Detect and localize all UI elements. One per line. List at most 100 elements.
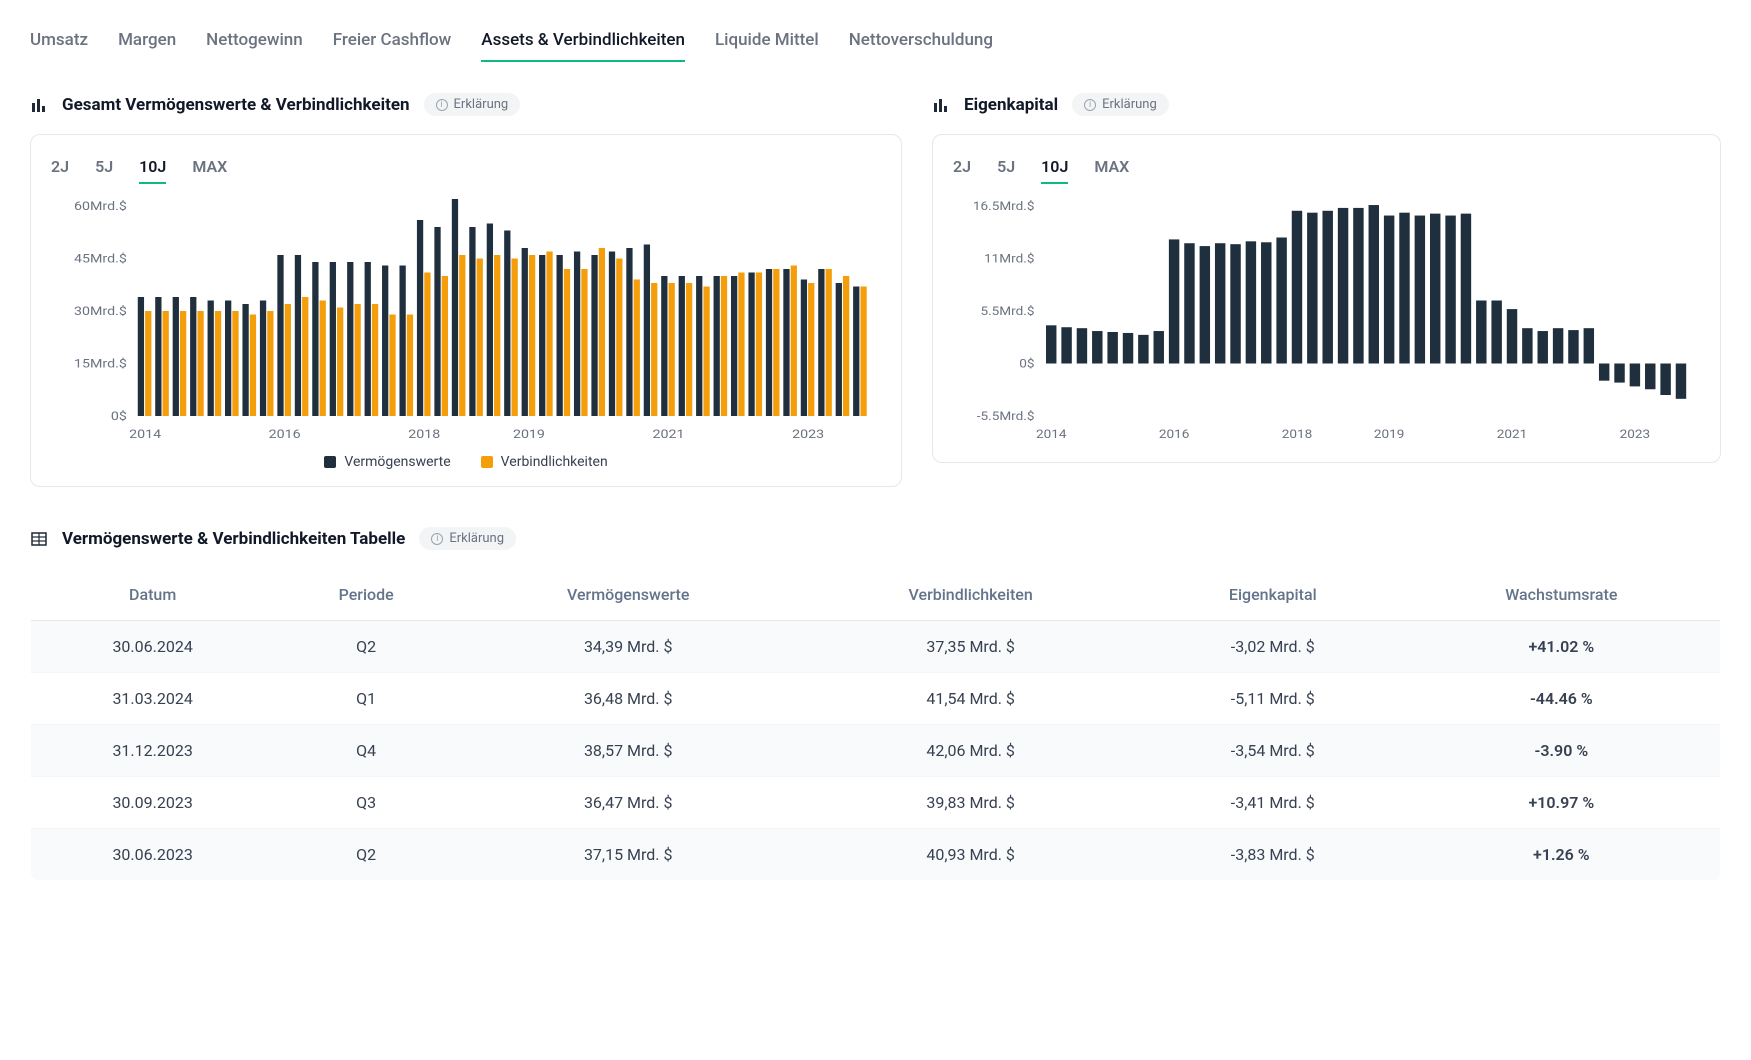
tab-0[interactable]: Umsatz [30,20,88,62]
range-tab-2J[interactable]: 2J [953,157,971,184]
svg-text:15Mrd.$: 15Mrd.$ [74,357,127,371]
range-tabs-1: 2J 5J 10J MAX [51,157,881,184]
table-cell: 30.06.2023 [31,829,275,881]
chart2-title: Eigenkapital [964,95,1058,115]
tab-1[interactable]: Margen [118,20,176,62]
table-header-cell: Vermögenswerte [458,569,798,621]
range-tab-10J[interactable]: 10J [1041,157,1068,184]
chart1-legend: Vermögenswerte Verbindlichkeiten [51,454,881,470]
explain-label: Erklärung [449,531,504,546]
range-tab-2J[interactable]: 2J [51,157,69,184]
table-row: 30.06.2023Q237,15 Mrd. $40,93 Mrd. $-3,8… [31,829,1721,881]
explain-button[interactable]: i Erklärung [424,93,521,116]
table-cell-growth: +41.02 % [1403,621,1721,673]
table-row: 30.09.2023Q336,47 Mrd. $39,83 Mrd. $-3,4… [31,777,1721,829]
table-cell: 39,83 Mrd. $ [798,777,1143,829]
tab-6[interactable]: Nettoverschuldung [849,20,993,62]
table-cell: 37,35 Mrd. $ [798,621,1143,673]
svg-text:2018: 2018 [408,428,440,442]
table-row: 31.12.2023Q438,57 Mrd. $42,06 Mrd. $-3,5… [31,725,1721,777]
svg-text:16.5Mrd.$: 16.5Mrd.$ [973,200,1035,214]
svg-text:2014: 2014 [1036,428,1067,442]
explain-label: Erklärung [1102,97,1157,112]
chart2-canvas: -5.5Mrd.$ 0$ 5.5Mrd.$ 11Mrd.$ 16.5Mrd.$ 2014 2… [953,196,1700,446]
table-header-cell: Wachstumsrate [1403,569,1721,621]
svg-text:2021: 2021 [653,428,685,442]
chart1-canvas: 0$15Mrd.$30Mrd.$45Mrd.$60Mrd.$2014201620… [51,196,881,446]
table-cell: Q2 [274,829,458,881]
chart1-title: Gesamt Vermögenswerte & Verbindlichkeite… [62,95,410,115]
range-tab-MAX[interactable]: MAX [1094,157,1129,184]
table-row: 31.03.2024Q136,48 Mrd. $41,54 Mrd. $-5,1… [31,673,1721,725]
explain-button[interactable]: i Erklärung [419,527,516,550]
table-cell: -3,41 Mrd. $ [1143,777,1403,829]
range-tab-5J[interactable]: 5J [997,157,1015,184]
table-cell: 38,57 Mrd. $ [458,725,798,777]
svg-text:2023: 2023 [1620,428,1651,442]
table-cell: 30.06.2024 [31,621,275,673]
explain-label: Erklärung [454,97,509,112]
info-icon: i [1084,99,1096,111]
table-title: Vermögenswerte & Verbindlichkeiten Tabel… [62,529,405,549]
svg-text:2014: 2014 [129,428,162,442]
legend-item: Verbindlichkeiten [481,454,608,470]
table-icon [30,530,48,548]
tab-4[interactable]: Assets & Verbindlichkeiten [481,20,685,62]
table-cell: 34,39 Mrd. $ [458,621,798,673]
legend-item: Vermögenswerte [324,454,450,470]
table-cell: Q2 [274,621,458,673]
tab-2[interactable]: Nettogewinn [206,20,303,62]
tab-5[interactable]: Liquide Mittel [715,20,819,62]
tab-3[interactable]: Freier Cashflow [333,20,452,62]
table-cell: 30.09.2023 [31,777,275,829]
info-icon: i [436,99,448,111]
svg-text:0$: 0$ [111,410,127,424]
table-cell: -5,11 Mrd. $ [1143,673,1403,725]
table-cell: -3,83 Mrd. $ [1143,829,1403,881]
table-header-cell: Verbindlichkeiten [798,569,1143,621]
data-table: DatumPeriodeVermögenswerteVerbindlichkei… [30,568,1721,881]
table-cell: 37,15 Mrd. $ [458,829,798,881]
svg-text:45Mrd.$: 45Mrd.$ [74,252,127,266]
table-cell: Q3 [274,777,458,829]
svg-text:30Mrd.$: 30Mrd.$ [74,305,127,319]
main-tabs: Umsatz Margen Nettogewinn Freier Cashflow As… [30,20,1721,63]
svg-text:2016: 2016 [269,428,301,442]
chart-equity: Eigenkapital i Erklärung 2J 5J 10J MAX -5.5… [932,93,1721,487]
svg-text:2016: 2016 [1159,428,1190,442]
table-cell: 31.03.2024 [31,673,275,725]
info-icon: i [431,533,443,545]
range-tab-10J[interactable]: 10J [139,157,166,184]
legend-swatch [481,456,493,468]
bar-chart-icon [30,96,48,114]
table-header-cell: Datum [31,569,275,621]
table-section: Vermögenswerte & Verbindlichkeiten Tabel… [30,527,1721,881]
svg-text:2018: 2018 [1282,428,1313,442]
table-cell-growth: +1.26 % [1403,829,1721,881]
table-cell: Q4 [274,725,458,777]
range-tabs-2: 2J 5J 10J MAX [953,157,1700,184]
svg-text:2019: 2019 [513,428,545,442]
table-cell: Q1 [274,673,458,725]
table-cell-growth: +10.97 % [1403,777,1721,829]
legend-label: Vermögenswerte [344,454,450,470]
svg-text:2019: 2019 [1374,428,1405,442]
legend-label: Verbindlichkeiten [501,454,608,470]
range-tab-5J[interactable]: 5J [95,157,113,184]
table-cell: 36,47 Mrd. $ [458,777,798,829]
range-tab-MAX[interactable]: MAX [192,157,227,184]
table-cell: 41,54 Mrd. $ [798,673,1143,725]
table-cell: 31.12.2023 [31,725,275,777]
svg-text:5.5Mrd.$: 5.5Mrd.$ [981,305,1035,319]
explain-button[interactable]: i Erklärung [1072,93,1169,116]
svg-text:2021: 2021 [1497,428,1528,442]
chart-assets-liabilities: Gesamt Vermögenswerte & Verbindlichkeite… [30,93,902,487]
svg-text:0$: 0$ [1019,357,1034,371]
table-header-cell: Eigenkapital [1143,569,1403,621]
table-cell: 36,48 Mrd. $ [458,673,798,725]
svg-text:-5.5Mrd.$: -5.5Mrd.$ [977,410,1035,424]
table-row: 30.06.2024Q234,39 Mrd. $37,35 Mrd. $-3,0… [31,621,1721,673]
svg-text:11Mrd.$: 11Mrd.$ [984,252,1034,266]
table-cell: 40,93 Mrd. $ [798,829,1143,881]
table-header-cell: Periode [274,569,458,621]
